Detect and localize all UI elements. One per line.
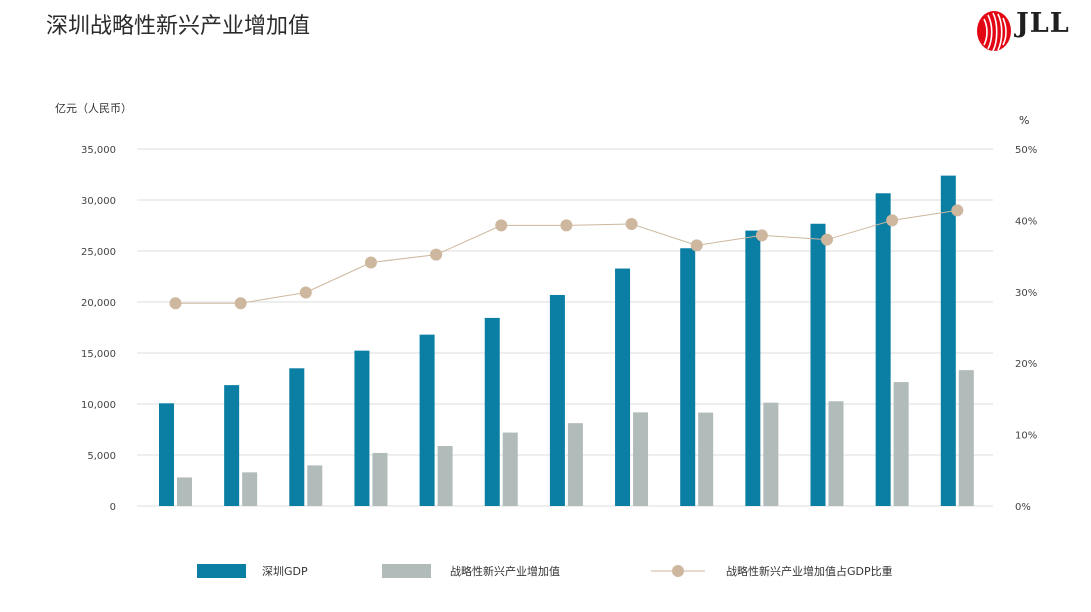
legend-swatch-gdp [197, 564, 246, 578]
legend-swatch-industry [382, 564, 431, 578]
ratio-point [560, 219, 573, 232]
bar-industry [828, 401, 844, 506]
y-left-ticks: 0 5,000 10,000 15,000 20,000 25,000 30,000 35,0… [81, 145, 116, 513]
ratio-point [430, 248, 443, 261]
legend-marker-ratio [672, 565, 684, 577]
bar-industry [242, 472, 258, 506]
bar-gdp [745, 230, 761, 506]
y-right-tick-label: 30% [1015, 288, 1037, 299]
y-left-tick-label: 0 [110, 502, 116, 513]
bar-gdp [810, 223, 826, 507]
legend: 深圳GDP 战略性新兴产业增加值 战略性新兴产业增加值占GDP比重 [197, 564, 893, 578]
bar-gdp [680, 248, 696, 506]
ratio-point [755, 229, 768, 242]
y-right-tick-label: 10% [1015, 431, 1037, 442]
y-left-tick-label: 35,000 [81, 145, 116, 156]
ratio-line [169, 204, 964, 310]
y-left-tick-label: 20,000 [81, 298, 116, 309]
y-right-tick-label: 40% [1015, 216, 1037, 227]
bar-industry [177, 477, 192, 506]
bar-industry [437, 446, 453, 506]
ratio-point [625, 217, 638, 230]
ratio-point [234, 297, 247, 310]
y-left-axis-label: 亿元（人民币） [55, 102, 132, 115]
y-left-tick-label: 30,000 [81, 196, 116, 207]
bar-industry [633, 412, 649, 506]
bar-gdp [159, 403, 174, 506]
bar-gdp [484, 317, 500, 506]
bar-gdp [289, 368, 305, 506]
ratio-point [364, 256, 377, 269]
bar-industry [502, 432, 518, 506]
bar-gdp [875, 193, 891, 506]
gridlines [137, 148, 993, 507]
bar-gdp [354, 350, 370, 506]
ratio-point [951, 204, 964, 217]
ratio-point [495, 219, 508, 232]
y-right-tick-label: 20% [1015, 359, 1037, 370]
bar-gdp [549, 294, 565, 506]
y-right-tick-label: 0% [1015, 502, 1031, 513]
y-right-axis-label: % [1019, 114, 1029, 127]
page-title: 深圳战略性新兴产业增加值 [46, 14, 311, 39]
bar-industry [567, 423, 583, 506]
bar-industry [893, 382, 909, 506]
y-left-tick-label: 10,000 [81, 400, 116, 411]
ratio-point [821, 233, 833, 246]
y-left-tick-label: 25,000 [81, 247, 116, 258]
bar-industry [698, 412, 714, 506]
ratio-point [690, 239, 703, 252]
jll-logo-icon [977, 11, 1011, 52]
ratio-point [886, 214, 899, 227]
y-left-tick-label: 5,000 [87, 451, 116, 462]
bar-industry [763, 402, 779, 506]
logo-text: JLL [1016, 8, 1070, 39]
legend-label-gdp: 深圳GDP [262, 565, 308, 578]
bar-gdp [615, 268, 631, 506]
bar-industry [958, 370, 974, 506]
bar-gdp [940, 175, 956, 506]
ratio-point [299, 286, 312, 299]
y-right-ticks: 0% 10% 20% 30% 40% 50% [1015, 145, 1037, 513]
bar-industry [372, 452, 388, 506]
bar-gdp [419, 334, 435, 506]
legend-label-ratio: 战略性新兴产业增加值占GDP比重 [726, 564, 893, 578]
y-left-tick-label: 15,000 [81, 349, 116, 360]
ratio-point [169, 297, 182, 310]
bars [159, 175, 974, 507]
bar-gdp [224, 385, 240, 506]
y-right-tick-label: 50% [1015, 145, 1037, 156]
legend-label-industry: 战略性新兴产业增加值 [450, 564, 560, 578]
bar-industry [307, 465, 323, 506]
